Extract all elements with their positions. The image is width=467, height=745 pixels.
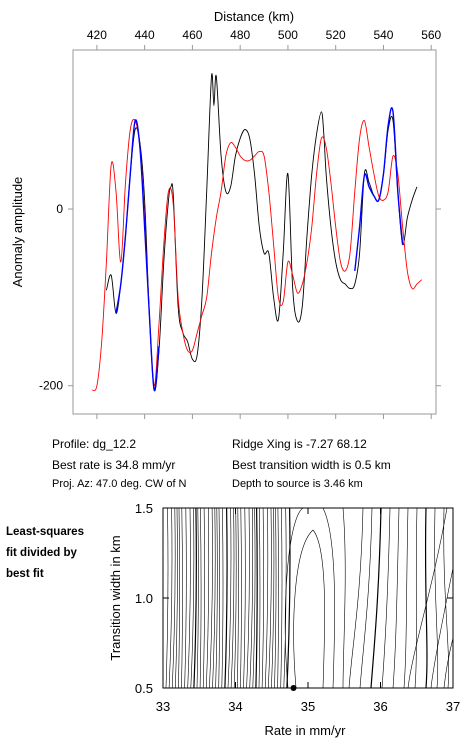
contour-line <box>190 507 195 689</box>
top-plot-frame <box>72 49 437 415</box>
contour-line <box>407 507 448 689</box>
contour-line <box>322 507 335 689</box>
contour-line <box>370 507 382 689</box>
top-x-tick-label: 560 <box>421 28 441 42</box>
side-note-line: Least-squares <box>6 526 84 538</box>
bottom-y-tick-label: 1.5 <box>135 501 153 516</box>
top-x-tick-label: 460 <box>182 28 202 42</box>
bottom-x-tick-label: 37 <box>446 699 460 714</box>
contour-line <box>212 507 216 689</box>
bottom-y-axis-label: Transition width in km <box>108 535 123 660</box>
contour-line <box>264 507 269 689</box>
bottom-x-tick-label: 36 <box>373 699 387 714</box>
contour-line <box>443 637 454 689</box>
top-y-tick-label: 0 <box>56 202 63 216</box>
contour-line <box>168 507 173 689</box>
contour-line <box>193 507 197 689</box>
side-note-line: best fit <box>6 568 44 580</box>
contour-line <box>227 507 232 689</box>
contour-line <box>403 507 409 689</box>
contour-line <box>274 507 277 689</box>
contour-line <box>283 507 287 689</box>
top-x-axis-label: Distance (km) <box>214 9 294 24</box>
contour-line <box>246 507 250 689</box>
contour-line <box>280 507 283 689</box>
bottom-axis-ticks: 33 34 35 36 37 0.5 1.0 1.5 <box>135 501 460 714</box>
contour-lines <box>165 507 454 689</box>
contour-line <box>171 507 176 689</box>
contour-line <box>218 507 220 689</box>
best-rate-label: Best rate is 34.8 mm/yr <box>52 458 176 472</box>
proj-az-label: Proj. Az: 47.0 deg. CW of N <box>52 478 187 490</box>
top-axis-ticks: 420 440 460 480 500 520 540 560 0 -200 <box>39 28 442 419</box>
contour-line <box>258 507 261 689</box>
top-x-tick-label: 540 <box>373 28 393 42</box>
contour-line <box>252 507 256 689</box>
contour-line <box>187 507 191 689</box>
bottom-y-tick-label: 0.5 <box>135 681 153 696</box>
contour-line <box>249 507 253 689</box>
top-y-axis-label: Anomaly amplitude <box>10 177 25 288</box>
contour-line <box>293 529 325 689</box>
anomaly-profile-chart: Distance (km) Anomaly amplitude 420 440 46… <box>10 9 442 419</box>
contour-line <box>237 507 239 689</box>
contour-line <box>261 507 264 689</box>
contour-line <box>424 507 428 689</box>
top-x-tick-label: 520 <box>326 28 346 42</box>
bottom-x-tick-label: 34 <box>228 699 242 714</box>
contour-line <box>359 507 373 689</box>
misfit-contour-chart: Rate in mm/yr Transition width in km 33 3… <box>108 501 460 738</box>
contour-line <box>342 507 346 689</box>
bottom-plot-frame <box>162 507 454 689</box>
bottom-x-tick-label: 33 <box>156 699 170 714</box>
observed-profile-line <box>105 73 418 392</box>
contour-line <box>178 507 180 689</box>
side-note: Least-squares fit divided by best fit <box>6 522 84 585</box>
contour-line <box>202 507 205 689</box>
top-x-tick-label: 420 <box>87 28 107 42</box>
fit-segment-line <box>115 119 160 391</box>
best-transition-label: Best transition width is 0.5 km <box>232 458 391 472</box>
contour-line <box>286 507 291 689</box>
bottom-x-tick-label: 35 <box>301 699 315 714</box>
contour-line <box>277 507 279 689</box>
contour-line <box>233 507 237 689</box>
side-note-line: fit divided by <box>6 547 77 559</box>
contour-line <box>209 507 213 689</box>
fit-segment-line <box>354 107 404 271</box>
depth-label: Depth to source is 3.46 km <box>232 478 363 490</box>
contour-line <box>196 507 199 689</box>
contour-line <box>268 507 272 689</box>
contour-line <box>348 507 364 689</box>
contour-line <box>230 507 235 689</box>
top-x-tick-label: 500 <box>278 28 298 42</box>
profile-label: Profile: dg_12.2 <box>52 437 137 451</box>
contour-line <box>243 507 246 689</box>
bottom-y-tick-label: 1.0 <box>135 591 153 606</box>
contour-line <box>392 507 400 689</box>
contour-line <box>414 507 418 689</box>
top-x-tick-label: 440 <box>135 28 155 42</box>
contour-line <box>215 507 218 689</box>
contour-line <box>184 507 187 689</box>
top-series-group <box>91 73 422 392</box>
contour-line <box>175 507 178 689</box>
bottom-x-axis-label: Rate in mm/yr <box>265 723 347 738</box>
top-y-tick-label: -200 <box>39 379 63 393</box>
contour-line <box>221 507 224 689</box>
contour-line <box>381 507 391 689</box>
contour-line <box>434 507 439 689</box>
contour-line <box>255 507 258 689</box>
best-fit-point <box>290 685 297 691</box>
contour-line <box>430 567 454 689</box>
top-x-tick-label: 480 <box>230 28 250 42</box>
contour-line <box>271 507 275 689</box>
contour-line <box>224 507 228 689</box>
contour-line <box>240 507 242 689</box>
contour-line <box>206 507 210 689</box>
contour-line <box>443 507 449 689</box>
contour-line <box>199 507 202 689</box>
contour-line <box>181 507 183 689</box>
ridge-xing-label: Ridge Xing is -7.27 68.12 <box>232 437 367 451</box>
